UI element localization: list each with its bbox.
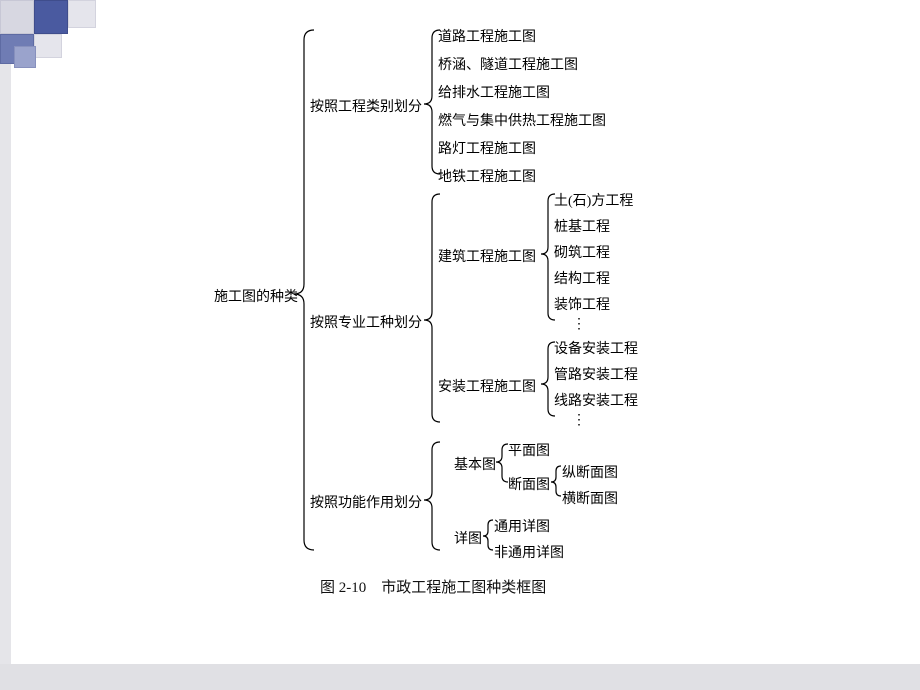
decor-square bbox=[0, 0, 34, 34]
brace-section-brace bbox=[551, 466, 561, 496]
decor-square bbox=[34, 34, 62, 58]
decor-square bbox=[68, 0, 96, 28]
brace-prof-brace bbox=[424, 194, 440, 422]
decor-square bbox=[14, 46, 36, 68]
brace-cat-brace bbox=[424, 30, 440, 174]
brace-func-brace bbox=[424, 442, 440, 550]
brace-root-brace bbox=[294, 30, 314, 550]
brace-layer bbox=[200, 10, 900, 650]
brace-basic-brace bbox=[496, 444, 508, 482]
brace-detail-brace bbox=[483, 520, 493, 550]
slide-corner-decor bbox=[0, 0, 120, 64]
slide-bottom-strip bbox=[0, 664, 920, 690]
brace-install-brace bbox=[541, 342, 555, 416]
slide-left-strip bbox=[0, 64, 11, 690]
brace-constr-brace bbox=[541, 194, 555, 320]
decor-square bbox=[34, 0, 68, 34]
diagram-canvas: 施工图的种类 按照工程类别划分按照专业工种划分按照功能作用划分 道路工程施工图桥… bbox=[200, 10, 900, 650]
